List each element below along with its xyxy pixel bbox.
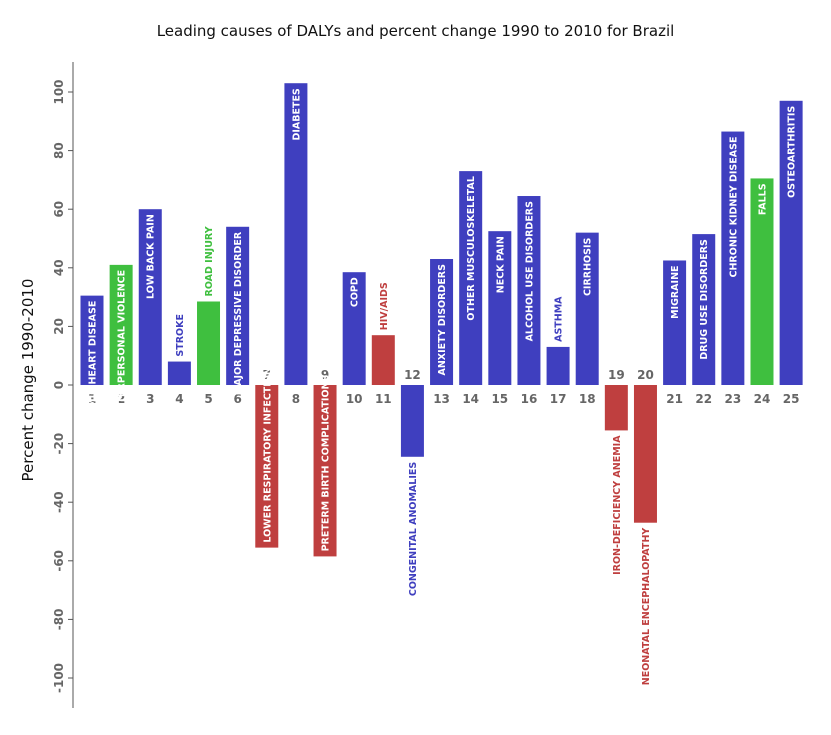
- bar-19: [604, 385, 628, 431]
- bar-23: [721, 131, 745, 385]
- bar-label: LOW BACK PAIN: [146, 214, 157, 299]
- bar-label: MAJOR DEPRESSIVE DISORDER: [233, 231, 244, 395]
- bar-label: INTERPERSONAL VIOLENCE: [117, 270, 128, 415]
- bar-label: COPD: [350, 277, 361, 307]
- x-tick-label: 19: [608, 368, 625, 382]
- x-tick-label: 17: [550, 392, 567, 406]
- bar-label: ISCHEMIC HEART DISEASE: [88, 301, 99, 440]
- x-tick-label: 4: [175, 392, 183, 406]
- bar-20: [633, 385, 657, 523]
- bar-7: [255, 385, 279, 548]
- x-tick-label: 25: [783, 392, 800, 406]
- bar-label: DRUG USE DISORDERS: [699, 239, 710, 360]
- bar-label: CONGENITAL ANOMALIES: [408, 462, 419, 596]
- bar-label: FALLS: [757, 183, 768, 215]
- x-tick-label: 10: [346, 392, 363, 406]
- bar-8: [284, 83, 308, 386]
- bar-label: IRON-DEFICIENCY ANEMIA: [612, 435, 623, 575]
- bar-25: [779, 100, 803, 385]
- x-tick-label: 24: [754, 392, 771, 406]
- x-tick-label: 16: [521, 392, 538, 406]
- bar-label: MIGRAINE: [670, 265, 681, 318]
- x-tick-label: 1: [88, 392, 96, 406]
- bar-label: OTHER MUSCULOSKELETAL: [466, 176, 477, 320]
- x-tick-label: 23: [725, 392, 742, 406]
- bar-17: [546, 346, 570, 385]
- bar-3: [138, 209, 162, 385]
- x-tick-label: 13: [433, 392, 450, 406]
- bar-18: [575, 232, 599, 385]
- x-tick-label: 9: [321, 368, 329, 382]
- bar-2: [109, 264, 133, 385]
- bar-15: [488, 231, 512, 385]
- x-tick-label: 5: [204, 392, 212, 406]
- x-tick-label: 18: [579, 392, 596, 406]
- bar-16: [517, 196, 541, 385]
- chart-title: Leading causes of DALYs and percent chan…: [156, 22, 675, 40]
- bar-10: [342, 272, 366, 385]
- y-tick-label: 20: [52, 318, 66, 335]
- bar-24: [750, 178, 774, 385]
- x-tick-label: 8: [292, 392, 300, 406]
- bar-label: STROKE: [175, 314, 186, 357]
- bar-4: [167, 361, 191, 385]
- bar-label: ASTHMA: [554, 296, 565, 342]
- y-tick-label: 60: [52, 201, 66, 218]
- x-tick-label: 14: [462, 392, 479, 406]
- bar-label: ANXIETY DISORDERS: [437, 264, 448, 376]
- x-tick-label: 11: [375, 392, 392, 406]
- bar-21: [663, 260, 687, 385]
- bar-13: [430, 259, 454, 385]
- x-tick-label: 7: [263, 368, 271, 382]
- bar-label: PRETERM BIRTH COMPLICATIONS: [321, 375, 332, 552]
- bar-label: NECK PAIN: [495, 236, 506, 293]
- x-tick-label: 6: [233, 392, 241, 406]
- x-tick-label: 2: [117, 392, 125, 406]
- bar-label: OSTEOARTHRITIS: [787, 106, 798, 198]
- bar-9: [313, 385, 337, 557]
- bar-6: [226, 226, 250, 385]
- bar-11: [371, 335, 395, 385]
- y-tick-label: 0: [52, 381, 66, 389]
- bar-12: [400, 385, 424, 457]
- y-tick-label: -40: [52, 491, 66, 513]
- bar-label: NEONATAL ENCEPHALOPATHY: [641, 528, 652, 686]
- x-tick-label: 20: [637, 368, 654, 382]
- y-tick-label: -20: [52, 433, 66, 455]
- bar-label: ROAD INJURY: [204, 226, 215, 296]
- x-tick-label: 22: [695, 392, 712, 406]
- x-tick-label: 15: [491, 392, 508, 406]
- bar-label: LOWER RESPIRATORY INFECTIONS: [262, 360, 273, 542]
- bar-label: CHRONIC KIDNEY DISEASE: [728, 137, 739, 278]
- bar-1: [80, 295, 104, 385]
- x-tick-label: 3: [146, 392, 154, 406]
- bar-label: HIV/AIDS: [379, 282, 390, 330]
- bar-22: [692, 234, 716, 385]
- bar-5: [197, 301, 221, 385]
- bar-label: CIRRHOSIS: [583, 237, 594, 296]
- x-tick-label: 21: [666, 392, 683, 406]
- y-tick-label: 40: [52, 259, 66, 276]
- y-tick-label: 100: [52, 79, 66, 104]
- y-tick-label: -100: [52, 663, 66, 693]
- bar-label: DIABETES: [291, 88, 302, 140]
- bar-14: [459, 171, 483, 385]
- bar-label: ALCOHOL USE DISORDERS: [524, 201, 535, 342]
- x-tick-label: 12: [404, 368, 421, 382]
- y-tick-label: -80: [52, 609, 66, 631]
- y-tick-label: -60: [52, 550, 66, 572]
- y-tick-label: 80: [52, 142, 66, 159]
